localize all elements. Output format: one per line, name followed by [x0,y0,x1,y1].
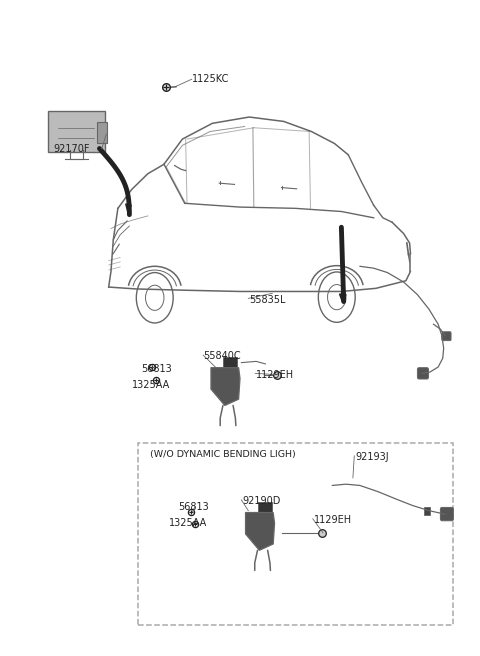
Text: 55835L: 55835L [249,295,286,304]
FancyBboxPatch shape [441,508,453,521]
Text: (W/O DYNAMIC BENDING LIGH): (W/O DYNAMIC BENDING LIGH) [150,449,296,459]
FancyBboxPatch shape [424,508,430,515]
FancyBboxPatch shape [48,111,105,152]
Text: 1129EH: 1129EH [256,370,294,380]
FancyBboxPatch shape [418,367,429,379]
Text: 1325AA: 1325AA [168,518,207,528]
FancyBboxPatch shape [442,332,451,340]
FancyBboxPatch shape [223,357,237,368]
Text: 1129EH: 1129EH [314,515,352,525]
Polygon shape [246,512,275,550]
FancyBboxPatch shape [258,502,272,513]
FancyBboxPatch shape [138,443,453,625]
Text: 92190D: 92190D [242,496,281,506]
Text: 55840C: 55840C [203,352,241,361]
Text: 1325AA: 1325AA [132,380,170,390]
Text: 92170F: 92170F [53,144,90,154]
Text: 56813: 56813 [178,502,208,512]
Polygon shape [339,294,346,302]
Polygon shape [211,367,240,405]
FancyBboxPatch shape [96,122,107,144]
Text: 1125KC: 1125KC [192,74,229,84]
Polygon shape [126,204,131,213]
Text: 92193J: 92193J [355,452,389,462]
Text: 56813: 56813 [141,364,172,374]
